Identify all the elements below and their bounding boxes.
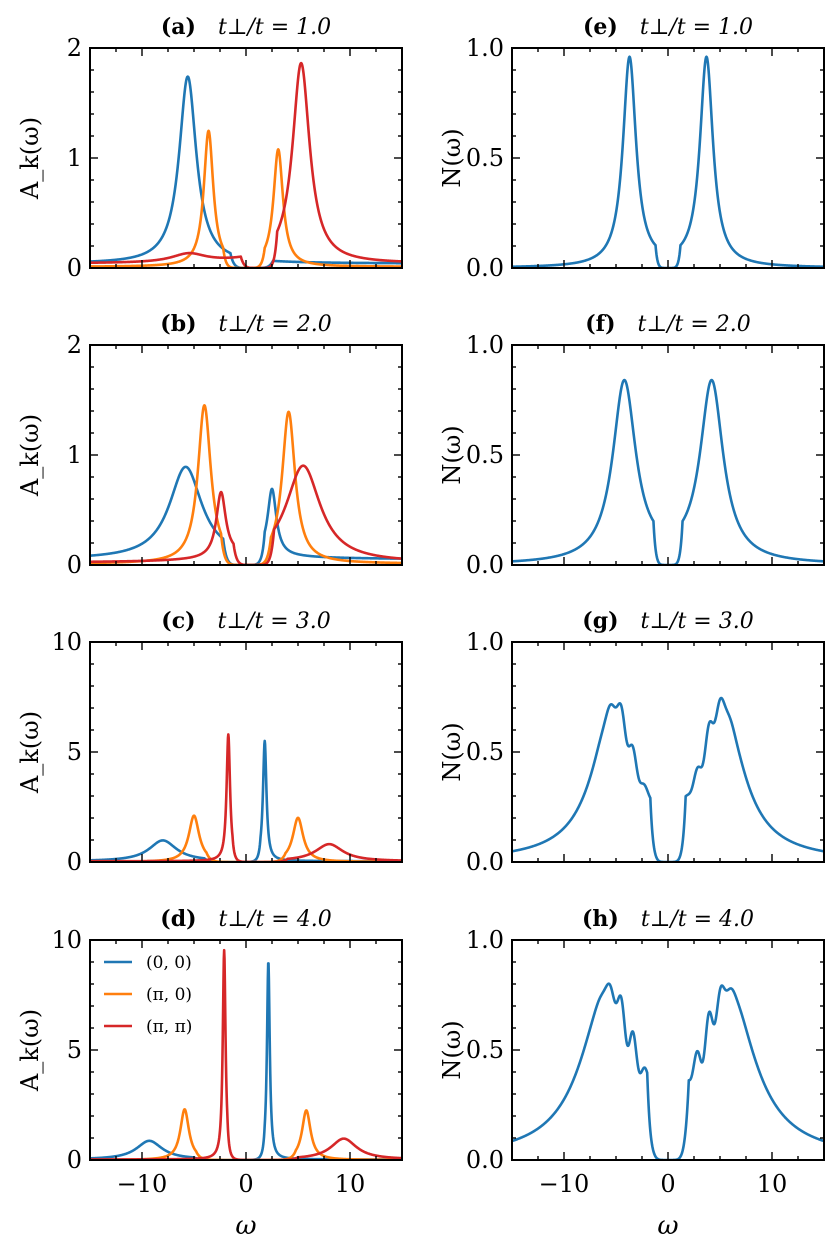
y-tick-label: 0.5 [466,144,504,172]
series-line-k00 [512,696,824,862]
panel-label: (f) [585,311,615,337]
y-tick-label: 0.0 [466,254,504,282]
panel-label: (c) [161,608,195,634]
x-tick-label: −10 [539,1170,590,1198]
panel-h: (h) t⊥/t = 4.0 0.0 0.5 1.0 −10 0 10 ω N(ω) [438,906,825,1241]
y-tick-label: 1.0 [466,926,504,954]
y-tick-label: 1 [67,441,82,469]
y-tick-label: 10 [51,628,82,656]
y-tick-label: 1 [67,144,82,172]
panel-title: (e) t⊥/t = 1.0 [583,14,753,40]
panel-parameter: t⊥/t = 2.0 [219,312,332,337]
y-axis-label: N(ω) [438,722,466,781]
legend-label-k00: (0, 0) [146,953,192,973]
series-line-kpi0 [90,129,402,268]
series-line-kpipi [90,61,402,268]
panel-g: (g) t⊥/t = 3.0 0.0 0.5 1.0 N(ω) [438,608,825,876]
series-line-kpipi [90,464,402,565]
y-tick-label: 0.0 [466,848,504,876]
panel-title: (h) t⊥/t = 4.0 [582,906,754,932]
y-tick-label: 0.0 [466,551,504,579]
panel-parameter: t⊥/t = 4.0 [219,907,332,932]
panel-b: (b) t⊥/t = 2.0 0 1 2 A_k(ω) [16,311,403,579]
axes-frame [89,939,403,1161]
y-axis-label: A_k(ω) [16,711,44,794]
series-line-k00 [512,982,824,1160]
legend-label-kpi0: (π, 0) [146,985,192,1005]
y-tick-label: 5 [67,738,82,766]
y-tick-label: 2 [67,34,82,62]
x-tick-label: −10 [117,1170,168,1198]
panel-e: (e) t⊥/t = 1.0 0.0 0.5 1.0 N(ω) [438,14,825,282]
y-tick-label: 1.0 [466,34,504,62]
panel-parameter: t⊥/t = 3.0 [218,609,331,634]
panel-parameter: t⊥/t = 2.0 [638,312,751,337]
y-tick-label: 0.5 [466,1036,504,1064]
series-line-kpipi [90,733,402,862]
y-tick-label: 0.0 [466,1146,504,1174]
panel-parameter: t⊥/t = 3.0 [641,609,754,634]
y-tick-label: 0 [67,1146,82,1174]
series-line-k00 [90,739,402,862]
panel-label: (b) [160,311,196,337]
panel-parameter: t⊥/t = 1.0 [218,15,331,40]
x-tick-label: 0 [660,1170,675,1198]
y-axis-label: N(ω) [438,1020,466,1079]
panel-title: (g) t⊥/t = 3.0 [582,608,753,634]
y-tick-label: 10 [51,926,82,954]
panel-label: (e) [583,14,618,40]
panel-title: (d) t⊥/t = 4.0 [160,906,331,932]
y-axis-label: A_k(ω) [16,117,44,200]
panel-title: (b) t⊥/t = 2.0 [160,311,331,337]
panel-title: (c) t⊥/t = 3.0 [161,608,330,634]
panel-title: (f) t⊥/t = 2.0 [585,311,751,337]
panel-title: (a) t⊥/t = 1.0 [161,14,331,40]
y-tick-label: 2 [67,331,82,359]
panel-parameter: t⊥/t = 1.0 [640,15,753,40]
axes-frame [89,344,403,566]
y-tick-label: 0 [67,848,82,876]
y-axis-label: N(ω) [438,128,466,187]
x-axis-label: ω [235,1211,256,1241]
panel-d: (d) t⊥/t = 4.0 0 5 10 −10 0 10 ω A_k(ω) (0, 0) (π, … [16,906,403,1241]
panel-label: (h) [582,906,619,932]
axes-frame [511,939,825,1161]
legend: (0, 0) (π, 0) (π, π) [104,953,192,1037]
series-line-k00 [512,55,824,268]
panel-label: (d) [160,906,196,932]
y-tick-label: 0.5 [466,441,504,469]
panel-c: (c) t⊥/t = 3.0 0 5 10 A_k(ω) [16,608,403,876]
series-line-k00 [512,378,824,565]
series-line-k00 [90,962,402,1160]
axes-frame [511,47,825,269]
y-tick-label: 5 [67,1036,82,1064]
y-tick-label: 1.0 [466,628,504,656]
y-axis-label: N(ω) [438,425,466,484]
axes-frame [89,641,403,863]
axes-frame [511,344,825,566]
y-tick-label: 1.0 [466,331,504,359]
y-tick-label: 0.5 [466,738,504,766]
y-axis-label: A_k(ω) [16,414,44,497]
series-line-k00 [90,75,402,268]
panel-label: (a) [161,14,196,40]
panel-a: (a) t⊥/t = 1.0 0 1 2 A_k(ω) [16,14,403,282]
legend-label-kpipi: (π, π) [146,1017,192,1037]
panel-label: (g) [582,608,618,634]
y-tick-label: 0 [67,551,82,579]
x-tick-label: 10 [757,1170,788,1198]
y-axis-label: A_k(ω) [16,1009,44,1092]
x-tick-label: 10 [335,1170,366,1198]
y-tick-label: 0 [67,254,82,282]
axes-frame [511,641,825,863]
panel-f: (f) t⊥/t = 2.0 0.0 0.5 1.0 N(ω) [438,311,825,579]
panel-parameter: t⊥/t = 4.0 [641,907,754,932]
series-line-kpipi [90,948,402,1160]
series-line-kpi0 [90,404,402,565]
axes-frame [89,47,403,269]
x-axis-label: ω [657,1211,678,1241]
x-tick-label: 0 [238,1170,253,1198]
